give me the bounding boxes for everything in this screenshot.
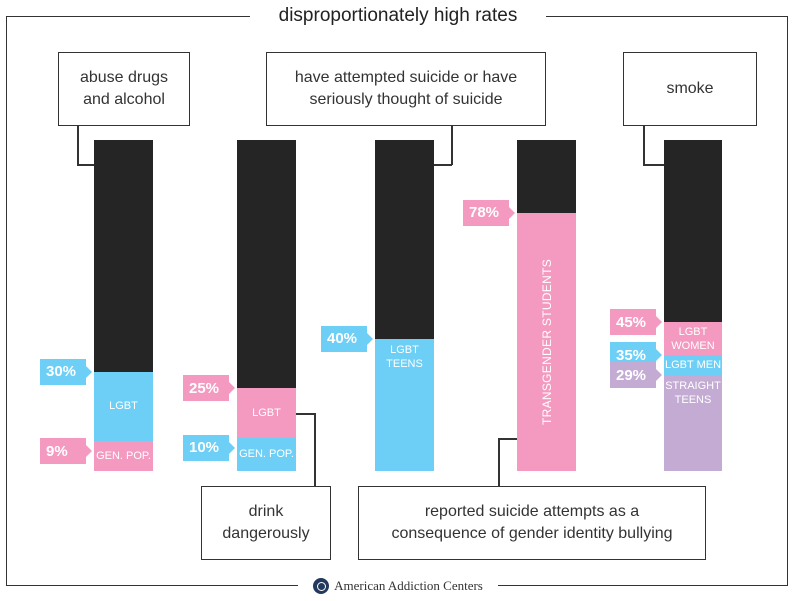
bar-5-segment-3: STRAIGHT TEENS <box>664 375 722 471</box>
segment-label: LGBT MEN <box>664 359 722 372</box>
connector-bullying <box>498 438 517 440</box>
value-label: 78% <box>463 199 515 226</box>
bar-3-segment-1: LGBT TEENS <box>375 338 434 471</box>
segment-label: GEN. POP. <box>96 450 151 463</box>
footer-brand-name: American Addiction Centers <box>334 578 483 593</box>
segment-label: LGBT WOMEN <box>671 325 715 352</box>
logo-icon <box>313 578 330 594</box>
bar-1: LGBT GEN. POP. <box>94 140 153 471</box>
connector-drugs <box>77 125 79 165</box>
segment-label: LGBT <box>109 400 138 413</box>
bar-4-segment-1: TRANSGENDER STUDENTS <box>517 212 576 471</box>
bar-1-segment-2: GEN. POP. <box>94 441 153 471</box>
bar-5: LGBT WOMEN LGBT MEN STRAIGHT TEENS <box>664 140 722 471</box>
connector-bullying <box>498 438 500 487</box>
connector-drink <box>295 413 315 415</box>
connector-drugs <box>77 164 94 166</box>
connector-drink <box>314 413 316 487</box>
segment-label: LGBT TEENS <box>386 343 423 370</box>
connector-suicide <box>451 125 453 165</box>
connector-smoke <box>643 164 664 166</box>
annotation-bullying: reported suicide attempts as a consequen… <box>358 486 706 560</box>
value-label: 9% <box>40 438 92 465</box>
value-label: 25% <box>183 375 235 402</box>
chart-title: disproportionately high rates <box>250 3 546 29</box>
segment-label: TRANSGENDER STUDENTS <box>539 258 554 425</box>
bar-2: LGBT GEN. POP. <box>237 140 296 471</box>
segment-label: LGBT <box>252 407 281 420</box>
segment-label: STRAIGHT TEENS <box>665 380 721 406</box>
value-label: 45% <box>610 309 662 336</box>
bar-2-segment-2: GEN. POP. <box>237 437 296 471</box>
value-label: 40% <box>321 325 373 352</box>
annotation-suicide: have attempted suicide or have seriously… <box>266 52 546 126</box>
segment-label: GEN. POP. <box>239 448 294 461</box>
annotation-drugs: abuse drugs and alcohol <box>58 52 190 126</box>
connector-suicide <box>434 164 452 166</box>
annotation-drink: drink dangerously <box>201 486 331 560</box>
value-label: 30% <box>40 358 92 385</box>
bar-2-segment-1: LGBT <box>237 388 296 438</box>
bar-3: LGBT TEENS <box>375 140 434 471</box>
value-label: 29% <box>610 362 662 388</box>
value-label: 10% <box>183 434 235 461</box>
annotation-smoke: smoke <box>623 52 757 126</box>
bar-5-segment-2: LGBT MEN <box>664 355 722 375</box>
bar-4: TRANSGENDER STUDENTS <box>517 140 576 471</box>
bar-5-segment-1: LGBT WOMEN <box>664 322 722 356</box>
connector-smoke <box>643 125 645 165</box>
footer-brand: American Addiction Centers <box>298 575 498 597</box>
bar-1-segment-1: LGBT <box>94 371 153 442</box>
